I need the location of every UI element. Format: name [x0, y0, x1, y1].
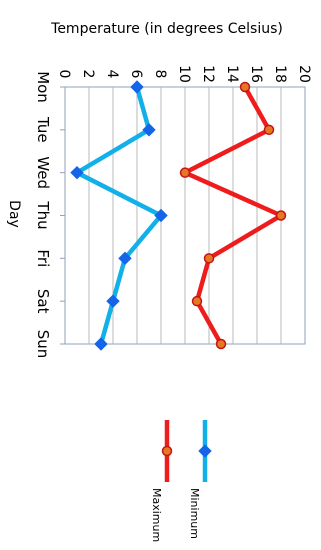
minimum-series-marker — [118, 251, 132, 266]
maximum-legend-marker — [161, 445, 173, 457]
minimum-series — [70, 80, 168, 351]
x-tick-label: Wed — [34, 156, 52, 189]
y-tick-label: 2 — [80, 70, 96, 79]
maximum-series-marker — [275, 210, 287, 221]
maximum-series-marker — [215, 338, 227, 350]
maximum-legend-label: Maximum — [150, 488, 163, 542]
minimum-legend-marker — [198, 444, 212, 458]
y-tick-label: 4 — [104, 70, 120, 79]
minimum-series-marker — [106, 294, 120, 308]
y-tick-label: 18 — [272, 65, 288, 83]
legend: Minimum Maximum — [150, 420, 212, 542]
minimum-series-marker — [130, 80, 144, 94]
series-group — [70, 80, 287, 351]
y-tick-label: 16 — [248, 65, 264, 83]
minimum-series-marker — [142, 123, 156, 137]
y-tick-label: 12 — [200, 65, 216, 83]
x-tick-label: Thu — [34, 200, 52, 229]
maximum-series-marker — [203, 253, 215, 264]
x-tick-label: Sun — [34, 330, 52, 359]
minimum-legend-label: Minimum — [188, 488, 201, 539]
x-axis-ticks: Mon Tue Wed Thu Fri Sat Sun — [34, 71, 65, 358]
x-axis-title: Day — [6, 200, 22, 228]
x-tick-label: Fri — [34, 249, 52, 267]
maximum-series — [179, 81, 287, 350]
maximum-series-marker — [239, 81, 251, 93]
x-tick-label: Mon — [34, 71, 52, 103]
y-tick-label: 6 — [128, 70, 144, 79]
x-tick-label: Tue — [34, 116, 52, 143]
maximum-series-marker — [263, 124, 275, 136]
y-axis-title: Temperature (in degrees Celsius) — [50, 21, 283, 37]
minimum-series-marker — [94, 337, 108, 351]
maximum-series-marker — [191, 295, 203, 307]
y-tick-label: 0 — [56, 70, 72, 79]
x-tick-label: Sat — [34, 289, 52, 314]
y-tick-label: 20 — [296, 65, 312, 83]
y-tick-label: 10 — [176, 65, 192, 83]
y-tick-label: 8 — [152, 70, 168, 79]
maximum-series-marker — [179, 167, 191, 178]
y-tick-label: 14 — [224, 65, 240, 83]
minimum-series-marker — [154, 208, 168, 223]
y-axis-ticks: 0 2 4 6 8 10 12 14 16 18 20 — [56, 65, 312, 83]
minimum-series-marker — [70, 165, 84, 180]
